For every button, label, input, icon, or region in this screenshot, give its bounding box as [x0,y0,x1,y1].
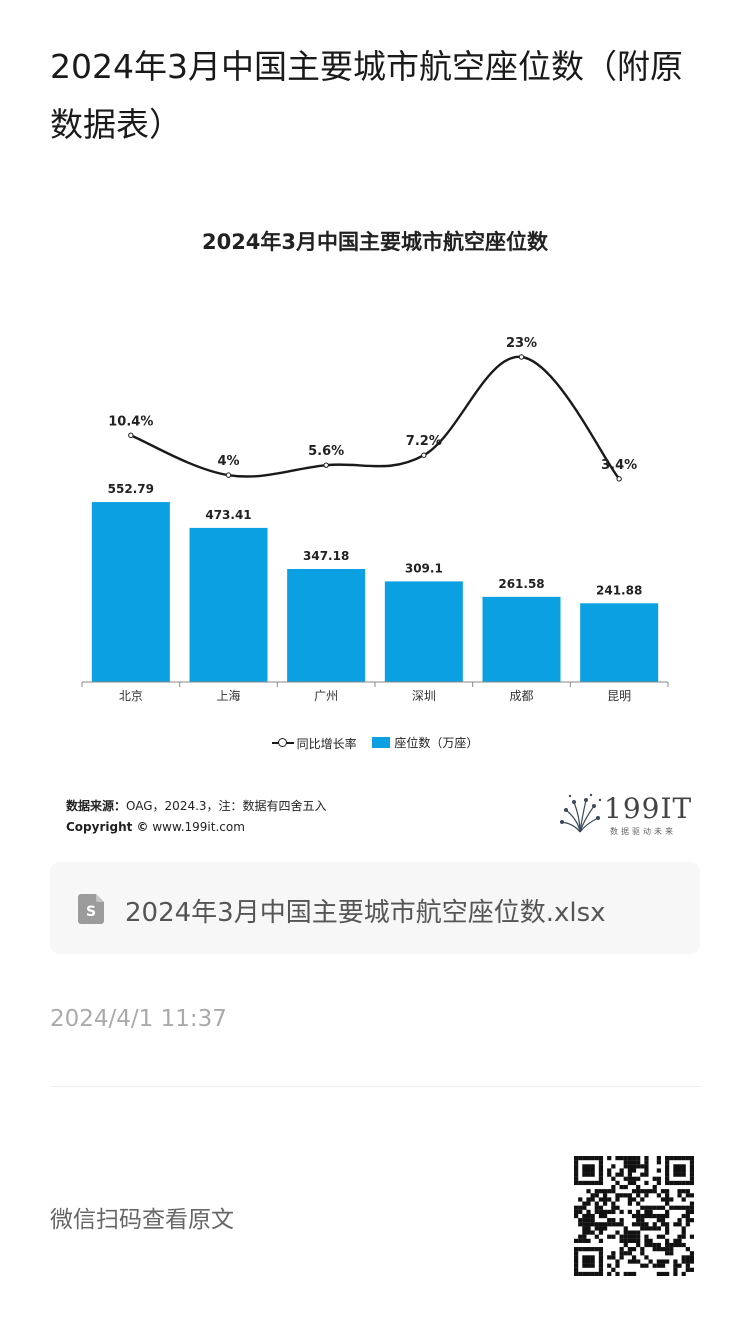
attachment-card[interactable]: S 2024年3月中国主要城市航空座位数.xlsx [50,862,700,954]
brand-name: 199IT [604,792,693,825]
growth-label-5: 3.4% [601,458,637,473]
bar-label-3: 309.1 [405,561,443,575]
growth-label-1: 4% [217,454,239,469]
category-label-5: 昆明 [607,689,631,703]
bar-2 [287,568,366,682]
category-label-1: 上海 [216,688,240,703]
growth-point-2 [323,462,329,468]
bar-label-0: 552.79 [108,482,154,496]
legend-item-growth: 同比增长率 [271,735,357,752]
copyright-text: www.199it.com [148,820,245,834]
bar-label-4: 261.58 [498,577,544,591]
growth-point-5 [616,476,622,482]
growth-label-4: 23% [506,336,537,351]
chart-title: 2024年3月中国主要城市航空座位数 [201,230,549,254]
growth-line [130,355,621,480]
legend-item-seats: 座位数（万座） [372,734,478,751]
brand-tagline: 数据驱动未来 [610,827,676,836]
legend-label-seats: 座位数（万座） [394,736,479,750]
chart-svg: 552.79 北京 473.41 上海 347.18 广州 309.1 深圳 261.58 成都 2… [81,336,669,703]
bar-5 [580,603,659,682]
growth-point-1 [225,472,232,478]
growth-label-0: 10.4% [108,414,153,429]
source-text: OAG，2024.3，注：数据有四舍五入 [126,799,327,813]
bar-swatch-icon [372,737,391,748]
bar-label-1: 473.41 [205,508,251,522]
bar-label-5: 241.88 [596,583,642,597]
spreadsheet-file-icon: S [78,894,104,924]
chart-image[interactable]: 2024年3月中国主要城市航空座位数 552.79 北京 473.41 上海 347.1… [50,200,700,850]
bar-3 [384,581,463,682]
dandelion-logo-icon [560,793,602,833]
scan-prompt: 微信扫码查看原文 [50,1207,234,1233]
line-marker-icon [271,738,294,748]
chart-source: 数据来源：OAG，2024.3，注：数据有四舍五入 Copyright © ww… [66,796,327,838]
growth-label-2: 5.6% [308,444,344,459]
growth-label-3: 7.2% [406,434,442,449]
bar-0 [91,502,170,682]
bar-4 [482,596,561,682]
growth-point-4 [518,354,525,360]
post-date: 2024/4/1 11:37 [50,1006,227,1032]
attachment-file-name: 2024年3月中国主要城市航空座位数.xlsx [125,898,606,928]
category-label-3: 深圳 [412,689,436,703]
chart-legend: 同比增长率 座位数（万座） [50,734,700,752]
bar-label-2: 347.18 [303,549,349,563]
article-title: 2024年3月中国主要城市航空座位数（附原数据表） [50,47,683,144]
source-label: 数据来源： [66,799,127,813]
brand-logo: 199IT 数据驱动未来 [558,790,698,840]
growth-point-3 [421,452,427,458]
growth-point-0 [128,432,134,439]
copyright-label: Copyright © [66,820,149,834]
divider [50,1086,702,1087]
category-label-2: 广州 [314,689,338,703]
qr-code[interactable] [574,1156,694,1276]
legend-label-growth: 同比增长率 [296,736,357,751]
bar-1 [189,527,268,682]
category-label-0: 北京 [119,689,143,703]
category-label-4: 成都 [509,689,533,703]
svg-text:S: S [86,904,96,920]
